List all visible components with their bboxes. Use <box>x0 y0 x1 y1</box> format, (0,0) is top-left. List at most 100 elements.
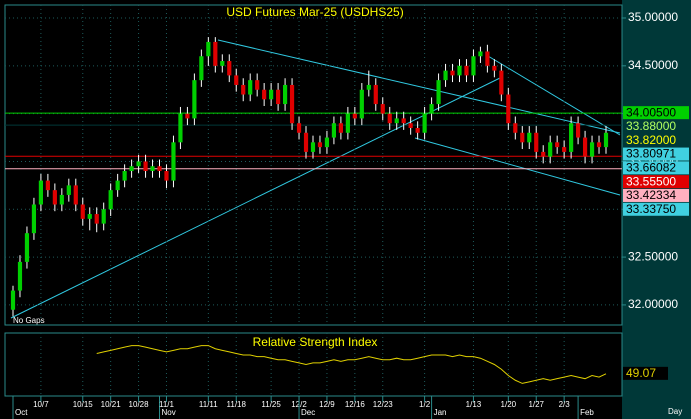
x-tick-label: 2/3 <box>559 400 571 409</box>
candle-body <box>338 123 343 133</box>
candle-body <box>534 132 539 152</box>
candle-body <box>45 180 50 191</box>
candle-body <box>401 118 406 124</box>
candle-body <box>115 180 120 191</box>
candle-body <box>248 80 253 95</box>
level-label: 33.42334 <box>626 188 676 202</box>
x-tick-label: 1/13 <box>466 400 482 409</box>
rsi-title: Relative Strength Index <box>253 335 378 349</box>
candle-body <box>282 84 288 105</box>
month-label: Nov <box>162 408 176 417</box>
level-label-bg <box>623 188 689 202</box>
candle-body <box>87 214 92 219</box>
candle-body <box>143 161 148 172</box>
candle-body <box>499 70 504 95</box>
level-label: 33.82000 <box>626 133 676 147</box>
candle-body <box>234 75 239 85</box>
candle-body <box>352 113 357 119</box>
candle-body <box>596 142 602 148</box>
candle-body <box>408 123 413 128</box>
rsi-line <box>96 345 607 384</box>
candle-body <box>101 209 106 224</box>
month-label: Jan <box>434 408 447 417</box>
candle-body <box>192 80 197 119</box>
candle-body <box>366 84 371 90</box>
candle-body <box>262 89 267 100</box>
x-tick-label: 11/1 <box>159 400 175 409</box>
candle-body <box>255 80 260 90</box>
trend-line <box>487 55 621 136</box>
level-label-bg <box>623 106 689 120</box>
candle-body <box>506 94 511 124</box>
trend-lines <box>10 39 621 319</box>
candle-body <box>178 113 183 143</box>
main-panel <box>4 4 623 326</box>
candle-body <box>17 261 23 291</box>
level-label-bg <box>623 119 689 133</box>
x-tick-label: 12/9 <box>319 400 335 409</box>
candle-body <box>59 194 64 205</box>
candle-body <box>603 132 609 148</box>
month-label: Feb <box>580 408 594 417</box>
x-tick-label: 1/27 <box>528 400 544 409</box>
level-label-bg <box>623 202 689 216</box>
x-tick-label: 11/18 <box>227 400 247 409</box>
y-tick-label: 32.00000 <box>628 297 678 311</box>
candle-body <box>241 84 246 95</box>
candle-body <box>443 70 448 81</box>
candle-body <box>171 142 176 181</box>
candle-body <box>492 65 497 71</box>
level-label: 33.55500 <box>626 174 676 188</box>
note: No Gaps <box>13 316 45 325</box>
candle-body <box>450 70 455 76</box>
candle-body <box>436 80 441 105</box>
candle-body <box>199 56 204 81</box>
trend-line <box>414 137 621 196</box>
candle-body <box>478 51 483 57</box>
level-label-bg <box>623 147 689 161</box>
candle-body <box>471 56 476 76</box>
candle-body <box>485 51 490 66</box>
trend-line <box>10 77 501 319</box>
candle-body <box>359 89 364 119</box>
candle-body <box>541 151 546 157</box>
level-label: 33.88000 <box>626 119 676 133</box>
x-tick-label: 10/21 <box>101 400 122 409</box>
candle-body <box>422 113 427 133</box>
candle-body <box>324 137 330 148</box>
candle-body <box>129 166 134 172</box>
x-tick-label: 10/7 <box>33 400 49 409</box>
candle-body <box>429 104 434 114</box>
candle-body <box>289 84 295 124</box>
candle-body <box>310 142 316 152</box>
rsi-panel <box>4 332 623 397</box>
candle-body <box>387 113 392 124</box>
candle-body <box>331 123 337 138</box>
candle-body <box>520 132 525 143</box>
level-label-bg <box>623 133 689 147</box>
candle-body <box>464 65 469 76</box>
candle-body <box>157 166 162 172</box>
y-tick-label: 34.50000 <box>628 58 678 72</box>
candle-body <box>394 118 399 124</box>
candle-body <box>457 65 462 76</box>
candle-body <box>122 171 127 181</box>
candle-body <box>569 123 574 152</box>
candle-body <box>582 137 588 157</box>
candle-body <box>555 142 560 148</box>
candle-body <box>31 204 37 234</box>
candle-body <box>24 233 30 262</box>
level-label: 33.66082 <box>626 161 676 175</box>
month-label: Oct <box>15 408 28 417</box>
x-tick-label: 12/16 <box>345 400 366 409</box>
candle-body <box>213 41 218 66</box>
candle-body <box>206 41 211 57</box>
candle-body <box>73 185 78 205</box>
candle-body <box>296 123 302 133</box>
rsi-label-bg <box>623 366 668 380</box>
y-tick-label: 35.00000 <box>628 10 678 24</box>
candle-body <box>589 142 595 157</box>
chart-title: USD Futures Mar-25 (USDHS25) <box>226 5 403 19</box>
candle-body <box>108 190 113 210</box>
candle-body <box>227 61 232 76</box>
